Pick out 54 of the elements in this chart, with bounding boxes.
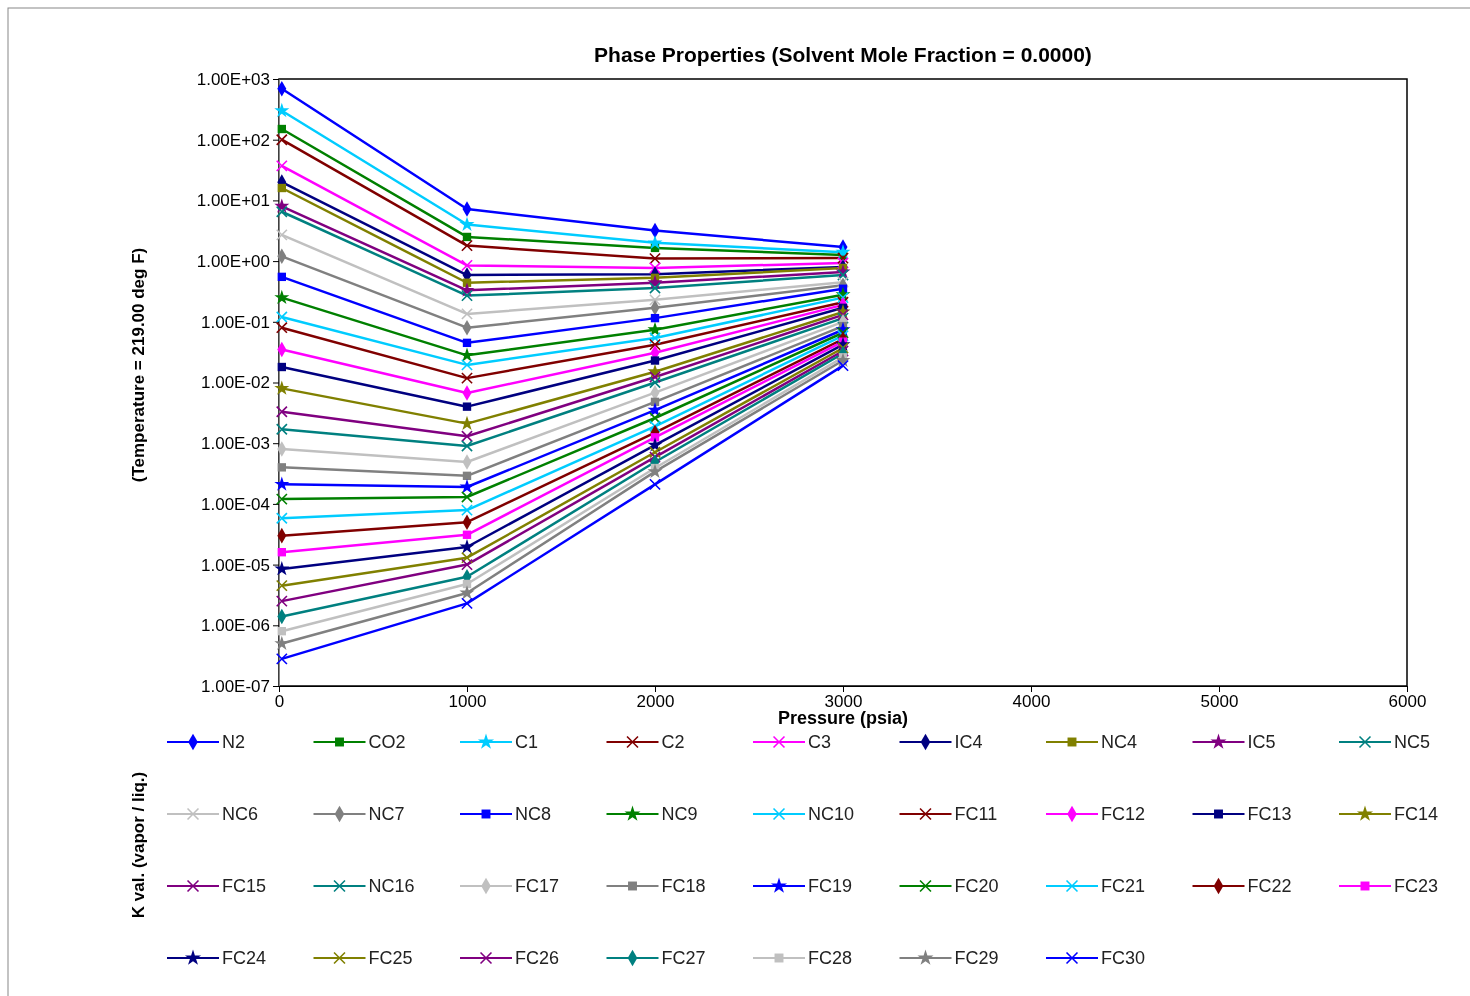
legend-label: FC19 (808, 876, 853, 896)
legend-label: NC10 (808, 804, 855, 824)
legend-label: FC11 (954, 804, 998, 824)
legend-label: C1 (515, 732, 539, 752)
legend-label: FC15 (222, 876, 267, 896)
x-tick-label: 2000 (636, 692, 675, 712)
chart-title: Phase Properties (Solvent Mole Fraction = 0.0000) (594, 43, 1092, 66)
legend-label: NC8 (515, 804, 552, 824)
legend-label: FC12 (1101, 804, 1146, 824)
legend-label: IC5 (1247, 732, 1276, 752)
legend-label: IC4 (954, 732, 983, 752)
y-tick-label: 1.00E+02 (196, 130, 270, 150)
legend-label: NC5 (1394, 732, 1431, 752)
x-tick-label: 5000 (1200, 692, 1239, 712)
y-tick-label: 1.00E-01 (201, 312, 270, 332)
legend-label: NC16 (368, 876, 415, 896)
x-tick-label: 1000 (448, 692, 487, 712)
legend-label: FC23 (1394, 876, 1439, 896)
legend-label: FC22 (1247, 876, 1292, 896)
legend-label: FC27 (661, 948, 706, 968)
y-axis-title: K val. (vapor / liq.) (129, 771, 148, 919)
y-tick-label: 1.00E-04 (201, 494, 270, 514)
y-tick-label: 1.00E-07 (201, 676, 270, 696)
x-tick-label: 0 (274, 692, 285, 712)
legend-label: FC17 (515, 876, 560, 896)
y-tick-label: 1.00E-05 (201, 555, 270, 575)
x-tick-label: 4000 (1012, 692, 1051, 712)
legend-label: FC14 (1394, 804, 1439, 824)
legend-label: FC26 (515, 948, 560, 968)
legend-label: N2 (222, 732, 246, 752)
legend-label: FC24 (222, 948, 267, 968)
legend-label: NC9 (661, 804, 698, 824)
y-tick-label: 1.00E-02 (201, 373, 270, 393)
legend-label: NC6 (222, 804, 259, 824)
legend-label: FC29 (954, 948, 999, 968)
y-tick-label: 1.00E+01 (196, 191, 270, 211)
y-tick-label: 1.00E+00 (196, 252, 270, 272)
y-tick-label: 1.00E-06 (201, 616, 270, 636)
legend-label: FC30 (1101, 948, 1146, 968)
legend-label: FC21 (1101, 876, 1146, 896)
text: (Temperature = 219.00 deg F) (129, 247, 148, 483)
y-tick-label: 1.00E-03 (201, 434, 270, 454)
legend-label: CO2 (368, 732, 406, 752)
legend-label: FC20 (954, 876, 999, 896)
y-tick-label: 1.00E+03 (196, 69, 270, 89)
legend-label: FC28 (808, 948, 853, 968)
legend-label: C3 (808, 732, 832, 752)
legend-label: NC4 (1101, 732, 1138, 752)
legend-label: FC18 (661, 876, 706, 896)
x-tick-label: 6000 (1388, 692, 1427, 712)
legend-label: NC7 (368, 804, 405, 824)
legend-label: FC25 (368, 948, 413, 968)
legend-label: FC13 (1247, 804, 1292, 824)
legend-label: C2 (661, 732, 685, 752)
